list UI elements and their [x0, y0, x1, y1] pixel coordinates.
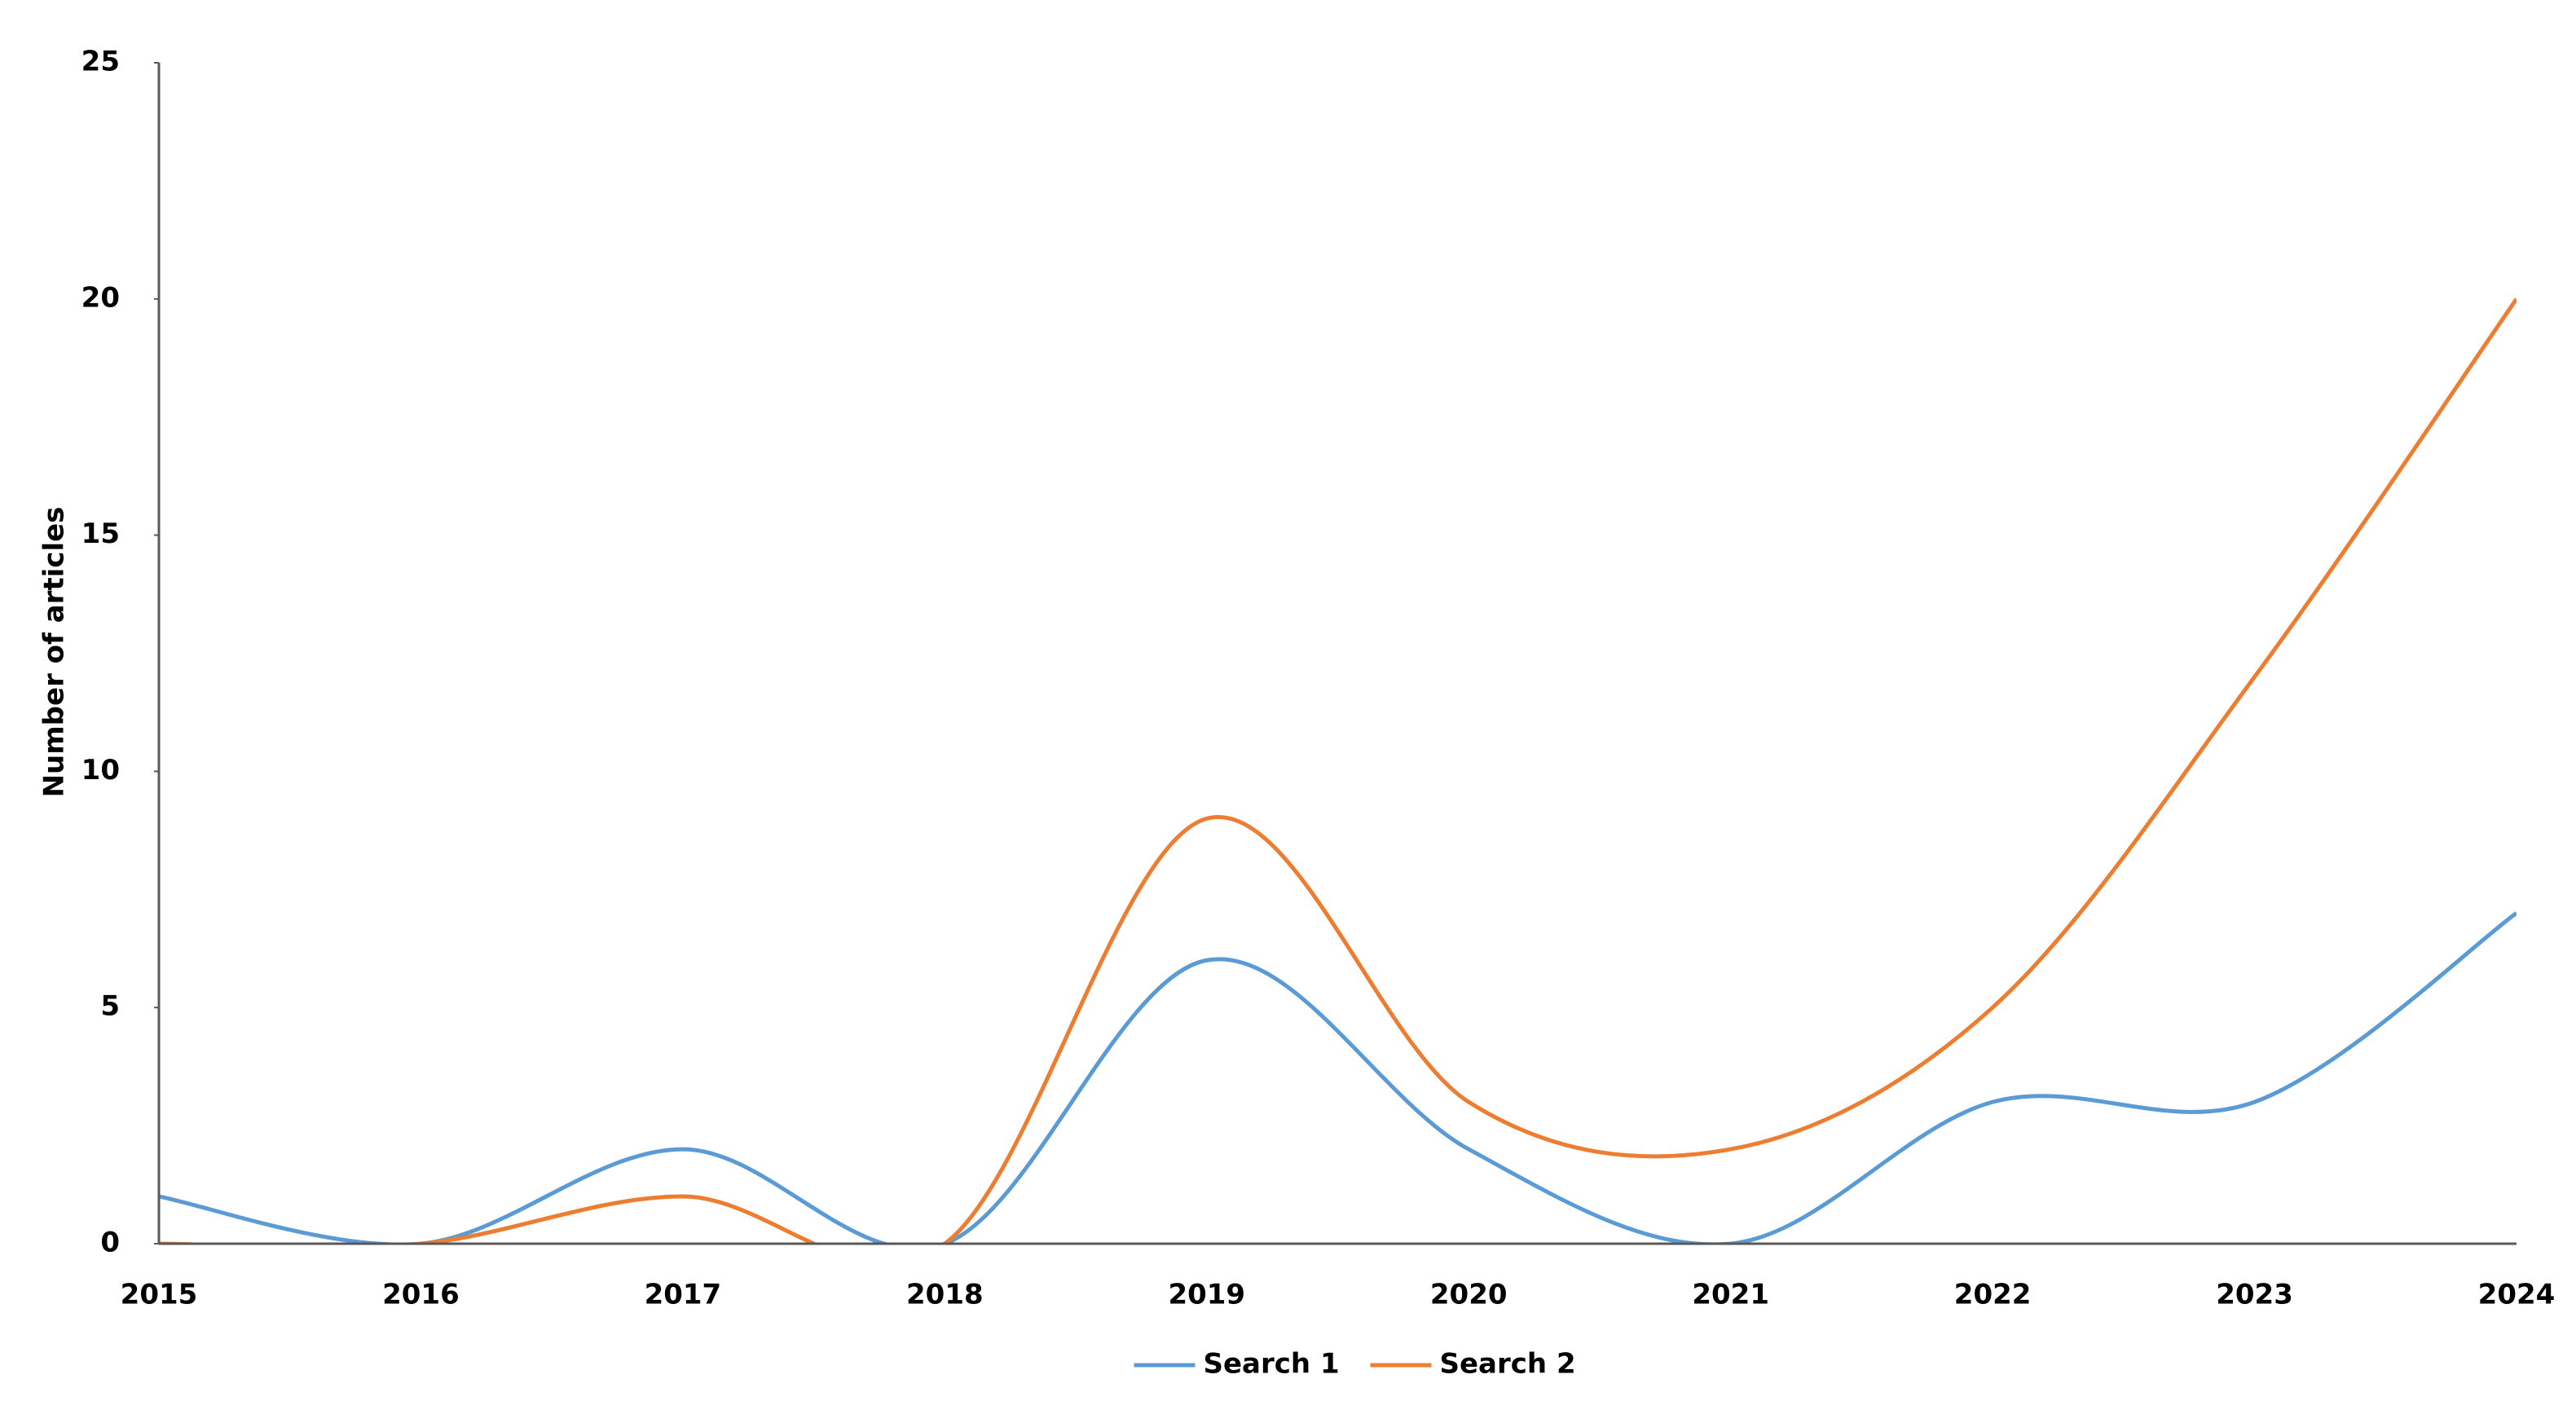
x-tick-label: 2018	[906, 1279, 984, 1311]
y-tick-label: 20	[81, 281, 120, 314]
y-tick-label: 0	[100, 1227, 120, 1259]
x-tick-label: 2016	[382, 1279, 460, 1311]
plot-area	[159, 297, 2517, 1244]
x-tick-label: 2015	[121, 1279, 198, 1311]
x-tick-label: 2022	[1954, 1279, 2032, 1311]
x-tick-label: 2021	[1692, 1279, 1769, 1311]
y-tick-label: 25	[81, 46, 120, 78]
y-axis-title: Number of articles	[38, 507, 71, 798]
series-line	[159, 297, 2517, 1244]
y-tick-label: 5	[100, 990, 120, 1023]
x-tick-label: 2020	[1430, 1279, 1508, 1311]
x-tick-label: 2019	[1168, 1279, 1245, 1311]
x-tick-label: 2024	[2478, 1279, 2556, 1311]
legend-label: Search 2	[1440, 1348, 1576, 1381]
legend-label: Search 1	[1204, 1348, 1340, 1381]
series-line	[159, 911, 2517, 1244]
x-tick-label: 2017	[645, 1279, 722, 1311]
y-tick-label: 15	[81, 518, 120, 550]
y-tick-label: 10	[81, 754, 120, 786]
x-tick-label: 2023	[2216, 1279, 2293, 1311]
